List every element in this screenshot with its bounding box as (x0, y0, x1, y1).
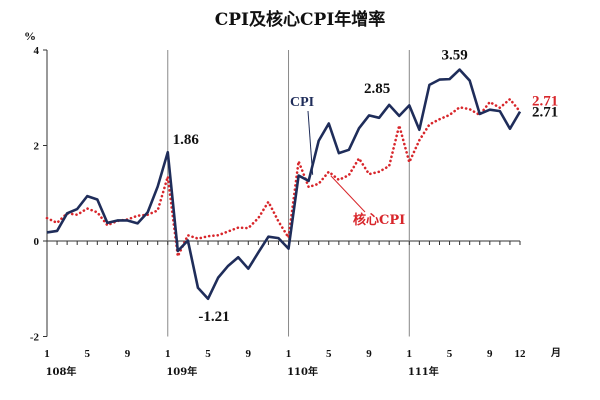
x-tick-label: 12 (515, 348, 527, 360)
data-label: 2.71 (532, 105, 558, 121)
series-label-cpi: CPI (290, 95, 314, 110)
y-axis-label: % (24, 29, 36, 43)
data-label: -1.21 (198, 309, 229, 325)
x-tick-label: 5 (85, 348, 91, 360)
chart-title: CPI及核心CPI年增率 (215, 9, 386, 30)
y-tick-label: 0 (34, 236, 40, 248)
y-tick-label: -2 (30, 332, 40, 344)
x-tick-label: 5 (447, 348, 453, 360)
axes: -2 0 2 4 1 5 9 1 5 9 1 5 9 1 5 9 12 108年 109年 110年 111年 (30, 45, 526, 378)
data-label: 1.86 (173, 132, 200, 148)
year-label: 109年 (166, 365, 197, 378)
x-tick-label: 5 (205, 348, 211, 360)
x-tick-label: 1 (286, 348, 292, 360)
series-line-core-cpi (45, 97, 522, 258)
x-tick-label: 9 (366, 348, 372, 360)
data-label: 2.71 (532, 94, 558, 110)
year-label: 111年 (408, 365, 439, 378)
x-tick-label: 9 (246, 348, 252, 360)
x-tick-label: 9 (487, 348, 493, 360)
x-tick-label: 1 (165, 348, 171, 360)
leader-line-cpi (307, 110, 314, 175)
series-label-core-cpi: 核心CPI (353, 212, 405, 228)
x-axis-unit-label: 月 (550, 347, 561, 359)
year-label: 108年 (46, 365, 77, 378)
data-label: 2.85 (364, 81, 390, 97)
series-line-cpi (46, 68, 522, 301)
y-tick-label: 4 (34, 45, 40, 57)
x-tick-label: 1 (407, 348, 413, 360)
leader-line-core-cpi (330, 175, 366, 213)
x-tick-label: 1 (44, 348, 50, 360)
x-tick-label: 9 (125, 348, 131, 360)
year-label: 110年 (287, 365, 318, 378)
data-label: 3.59 (441, 48, 467, 64)
x-tick-label: 5 (326, 348, 332, 360)
labels-layer: CPI 核心CPI 1.86 -1.21 2.85 3.59 2.712.71 (173, 48, 559, 325)
y-tick-label: 2 (34, 141, 40, 153)
series-layer (45, 68, 522, 301)
